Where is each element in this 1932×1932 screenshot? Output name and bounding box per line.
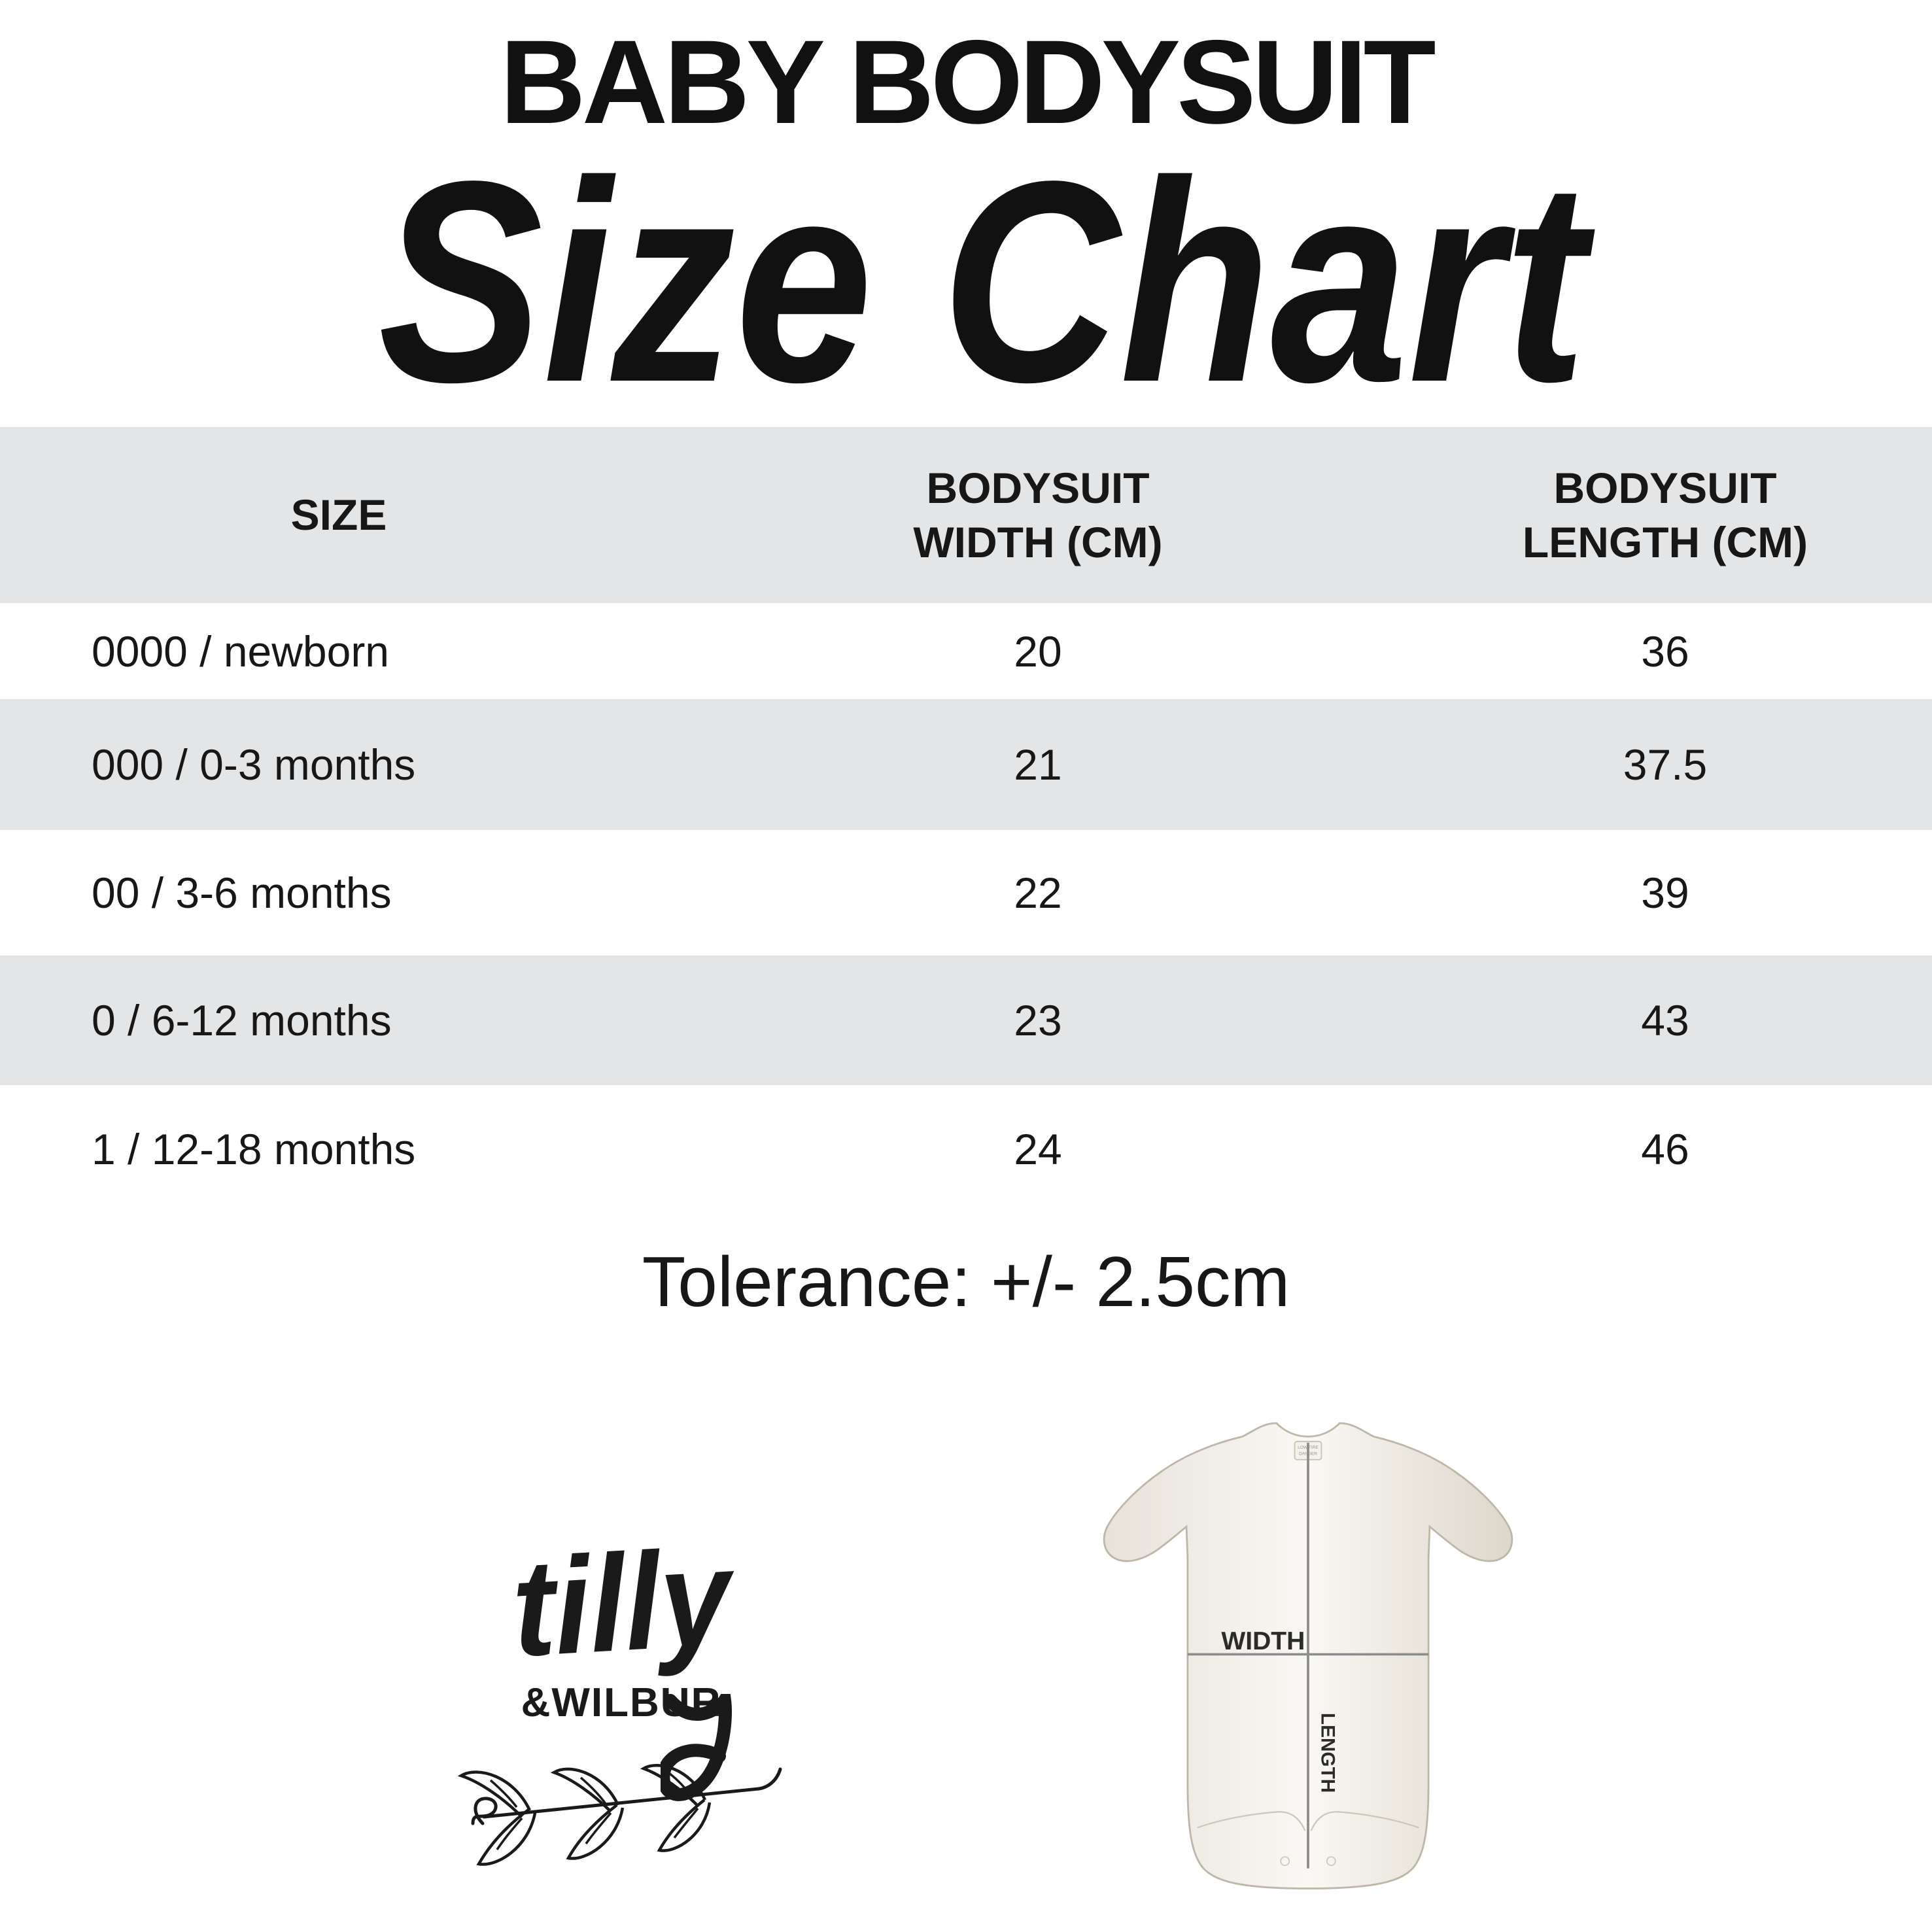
svg-text:LENGTH: LENGTH (1317, 1713, 1338, 1793)
svg-text:WIDTH: WIDTH (1221, 1627, 1305, 1655)
